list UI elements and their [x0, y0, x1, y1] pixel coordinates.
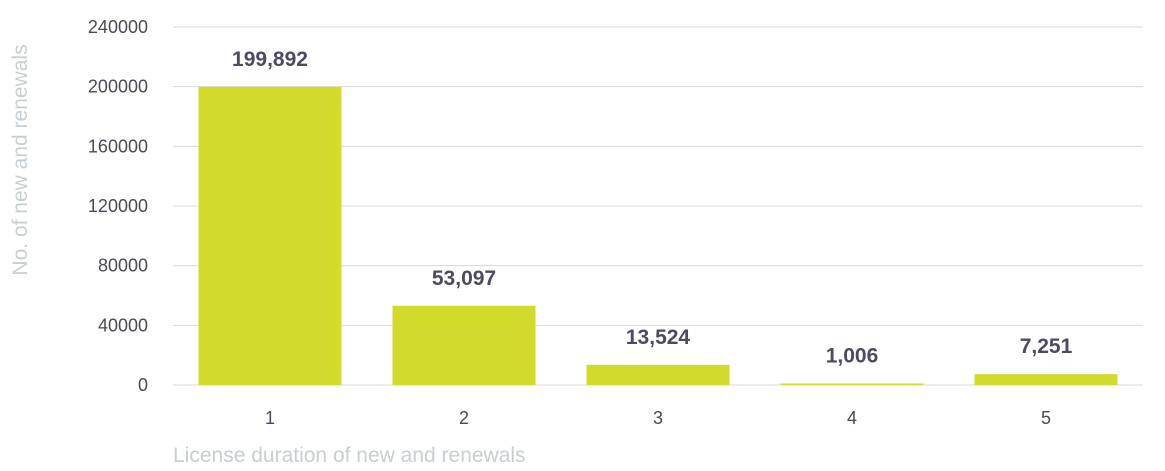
data-label: 1,006 [826, 344, 879, 367]
bar [198, 86, 342, 386]
bars [198, 86, 1118, 386]
data-labels: 199,892 53,097 13,524 1,006 7,251 [232, 48, 1073, 368]
x-axis-title: License duration of new and renewals [173, 444, 526, 466]
bar [586, 364, 730, 385]
bar [974, 374, 1118, 385]
y-axis-ticks: 0 40000 80000 120000 160000 200000 240000 [88, 17, 148, 395]
bar [392, 305, 536, 385]
x-tick-label: 3 [653, 408, 663, 428]
data-label: 199,892 [232, 48, 308, 71]
data-label: 7,251 [1020, 335, 1073, 358]
x-tick-label: 4 [847, 408, 857, 428]
x-axis-ticks: 1 2 3 4 5 [265, 408, 1051, 428]
x-tick-label: 1 [265, 408, 275, 428]
y-tick-label: 200000 [88, 77, 148, 97]
bar [780, 383, 924, 385]
x-tick-label: 5 [1041, 408, 1051, 428]
x-tick-label: 2 [459, 408, 469, 428]
y-tick-label: 120000 [88, 196, 148, 216]
y-tick-label: 80000 [98, 256, 148, 276]
y-tick-label: 240000 [88, 17, 148, 37]
data-label: 13,524 [626, 326, 691, 349]
y-tick-label: 0 [138, 375, 148, 395]
y-axis-title: No. of new and renewals [9, 44, 32, 275]
y-tick-label: 40000 [98, 315, 148, 335]
y-tick-label: 160000 [88, 136, 148, 156]
data-label: 53,097 [432, 267, 496, 290]
